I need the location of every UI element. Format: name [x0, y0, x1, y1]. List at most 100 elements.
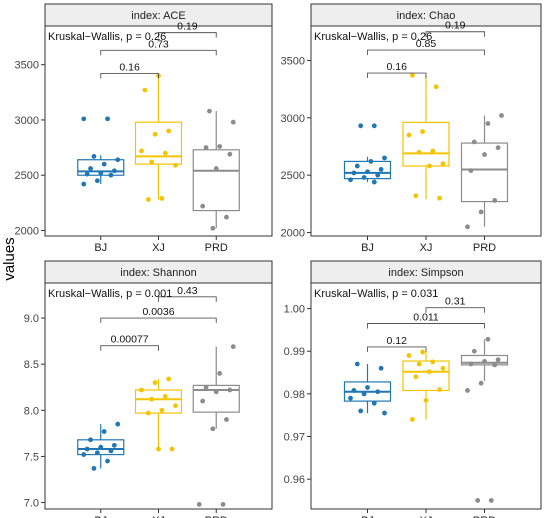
box-XJ — [402, 352, 450, 420]
box-PRD — [192, 346, 240, 429]
data-point — [416, 149, 422, 155]
data-point — [227, 151, 233, 157]
y-tick-label: 3500 — [281, 55, 305, 67]
data-point — [200, 398, 206, 404]
data-point — [492, 198, 498, 203]
x-tick-label: BJ — [361, 242, 374, 254]
data-point — [465, 224, 470, 230]
data-point — [475, 498, 481, 503]
data-point — [471, 348, 477, 354]
p-value-label: 0.16 — [387, 61, 408, 73]
data-point — [203, 145, 209, 150]
data-point — [433, 84, 439, 90]
data-point — [375, 389, 381, 395]
data-point — [358, 123, 364, 129]
p-value-label: 0.73 — [148, 38, 169, 50]
y-tick-label: 8.0 — [24, 405, 39, 417]
data-point — [142, 87, 148, 93]
x-tick-label: XJ — [420, 242, 433, 254]
y-axis-label: values — [1, 237, 18, 280]
facet-title: index: ACE — [131, 10, 185, 22]
x-tick-label: PRD — [205, 515, 228, 518]
box-iqr — [460, 354, 509, 366]
y-tick-label: 9.0 — [24, 313, 39, 325]
data-point — [382, 410, 387, 416]
comparison-bracket: 0.12 — [367, 335, 427, 352]
data-point — [465, 388, 470, 393]
bracket-line — [367, 323, 485, 329]
data-point — [115, 157, 121, 163]
data-point — [440, 365, 446, 371]
facet-title: index: Simpson — [388, 267, 463, 279]
bracket-line — [367, 72, 427, 79]
data-point — [200, 203, 206, 209]
x-tick-label: PRD — [205, 242, 228, 254]
data-point — [348, 177, 353, 183]
p-value-label: 0.19 — [177, 21, 198, 33]
box-iqr — [402, 360, 450, 392]
data-point — [358, 408, 364, 414]
bracket-line — [158, 32, 217, 38]
x-tick-label: BJ — [94, 242, 107, 254]
panel-2: index: Shannon 7.0 7.5 8.0 8.5 9.0 BJ XJ PRD 0.00… — [24, 260, 273, 518]
data-point — [365, 169, 370, 175]
p-value-label: 0.0036 — [142, 306, 174, 318]
data-point — [207, 108, 212, 114]
data-point — [406, 353, 412, 358]
data-point — [492, 362, 498, 368]
data-point — [354, 163, 360, 169]
bracket-line — [100, 73, 159, 79]
data-point — [162, 394, 168, 399]
data-point — [230, 344, 236, 350]
data-point — [145, 197, 151, 202]
data-point — [430, 359, 436, 365]
data-point — [91, 154, 97, 159]
comparison-bracket: 0.19 — [158, 21, 217, 38]
data-point — [196, 501, 202, 507]
data-point — [348, 395, 353, 401]
y-tick-label: 7.0 — [24, 498, 39, 510]
bracket-line — [367, 346, 427, 352]
comparison-bracket: 0.00077 — [100, 334, 159, 351]
data-point — [98, 170, 104, 176]
data-point — [378, 365, 384, 371]
data-point — [159, 196, 165, 201]
data-point — [468, 168, 474, 173]
comparison-bracket: 0.0036 — [100, 306, 217, 324]
data-point — [495, 145, 501, 151]
data-point — [437, 195, 442, 201]
data-point — [94, 450, 100, 456]
data-point — [213, 389, 219, 395]
p-value-label: 0.011 — [413, 312, 439, 324]
box-iqr — [134, 389, 183, 414]
y-tick-label: 2000 — [281, 228, 305, 240]
data-point — [495, 357, 501, 363]
p-value-label: 0.12 — [387, 335, 408, 347]
panel-3: index: Simpson 0.96 0.97 0.98 0.99 1.00 BJ XJ PR… — [284, 260, 542, 518]
data-point — [166, 128, 172, 134]
data-point — [354, 361, 360, 367]
y-tick-label: 0.99 — [284, 346, 305, 358]
data-point — [430, 148, 436, 154]
data-point — [478, 209, 484, 215]
data-point — [365, 385, 370, 390]
data-point — [351, 170, 357, 176]
y-tick-label: 0.97 — [284, 432, 305, 444]
box-iqr — [192, 384, 240, 413]
data-point — [410, 417, 415, 422]
data-point — [375, 172, 381, 178]
kruskal-wallis-annotation: Kruskal−Wallis, p = 0.26 — [314, 31, 432, 43]
box-iqr — [402, 121, 450, 167]
data-point — [410, 72, 415, 78]
facet-title: index: Chao — [397, 10, 456, 22]
data-point — [427, 369, 432, 375]
data-point — [105, 116, 110, 122]
data-point — [413, 374, 419, 380]
data-point — [420, 129, 425, 134]
data-point — [149, 396, 155, 402]
data-point — [169, 446, 175, 452]
bracket-line — [100, 49, 217, 56]
data-point — [471, 139, 477, 145]
data-point — [420, 349, 425, 355]
data-point — [416, 361, 422, 367]
